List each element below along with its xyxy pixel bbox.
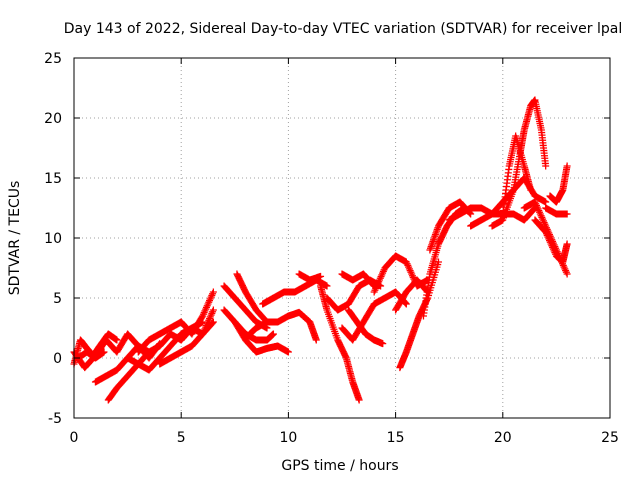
series-arc-11	[231, 318, 292, 356]
y-tick-label: 15	[44, 171, 62, 187]
x-tick-label: 0	[70, 430, 79, 446]
data-point	[563, 240, 571, 248]
data-points	[70, 96, 571, 404]
y-tick-label: 10	[44, 231, 62, 247]
data-point	[209, 318, 217, 326]
series-arc-18	[338, 288, 410, 344]
series-arc-29	[499, 132, 535, 218]
data-point	[269, 330, 277, 338]
data-point	[284, 348, 292, 356]
data-point	[312, 336, 320, 344]
data-point	[402, 299, 410, 307]
data-point	[563, 210, 571, 218]
series-arc-15	[295, 270, 325, 284]
data-point	[323, 282, 331, 290]
data-point	[209, 288, 217, 296]
series-arc-14	[259, 276, 331, 308]
y-tick-label: -5	[48, 411, 62, 427]
y-tick-label: 5	[53, 291, 62, 307]
data-point	[198, 313, 206, 321]
series-arc-34	[74, 348, 108, 362]
series-arc-33	[542, 204, 571, 218]
x-tick-label: 5	[177, 430, 186, 446]
series-arc-13	[246, 308, 320, 344]
data-point	[402, 300, 410, 308]
series-arc-16	[317, 282, 363, 404]
data-point	[209, 306, 217, 314]
data-point	[113, 336, 121, 344]
x-axis-label: GPS time / hours	[281, 458, 398, 474]
data-point	[542, 162, 550, 170]
x-tick-label: 10	[279, 430, 297, 446]
y-axis-label: SDTVAR / TECUs	[7, 181, 23, 296]
data-point	[379, 340, 387, 348]
data-point	[317, 272, 325, 280]
x-tick-label: 20	[494, 430, 512, 446]
data-point	[563, 162, 571, 170]
data-point	[434, 258, 442, 266]
x-axis-ticks: 0 5 10 15 20 25	[70, 58, 619, 446]
series-arc-31	[531, 216, 571, 266]
data-point	[527, 186, 535, 194]
data-point	[467, 210, 475, 218]
series-arc-22	[392, 276, 432, 314]
data-point	[209, 319, 217, 327]
data-point	[563, 270, 571, 278]
data-point	[100, 348, 108, 356]
series-arc-20	[344, 306, 387, 348]
data-point	[355, 396, 363, 404]
series-arc-08	[177, 318, 217, 344]
y-tick-label: 25	[44, 51, 62, 67]
chart-title: Day 143 of 2022, Sidereal Day-to-day VTE…	[64, 21, 622, 37]
y-axis-ticks: -5 0 5 10 15 20 25	[44, 51, 610, 427]
series-arc-07	[156, 306, 217, 368]
data-point	[263, 324, 271, 332]
grid	[74, 58, 610, 418]
series-arc-19	[338, 270, 378, 290]
x-tick-label: 25	[601, 430, 619, 446]
x-tick-label: 15	[387, 430, 405, 446]
y-tick-label: 0	[53, 351, 62, 367]
series-arc-32	[546, 162, 571, 206]
series-arc-12	[233, 270, 271, 326]
data-point	[542, 198, 550, 206]
series-arc-23	[396, 258, 442, 372]
y-tick-label: 20	[44, 111, 62, 127]
